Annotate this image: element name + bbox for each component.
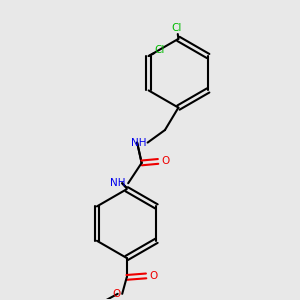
Text: O: O [113,289,121,299]
Text: Cl: Cl [155,45,165,55]
Text: NH: NH [130,138,146,148]
Text: O: O [161,156,170,167]
Text: Cl: Cl [172,22,182,32]
Text: NH: NH [110,178,126,188]
Text: O: O [149,271,158,281]
